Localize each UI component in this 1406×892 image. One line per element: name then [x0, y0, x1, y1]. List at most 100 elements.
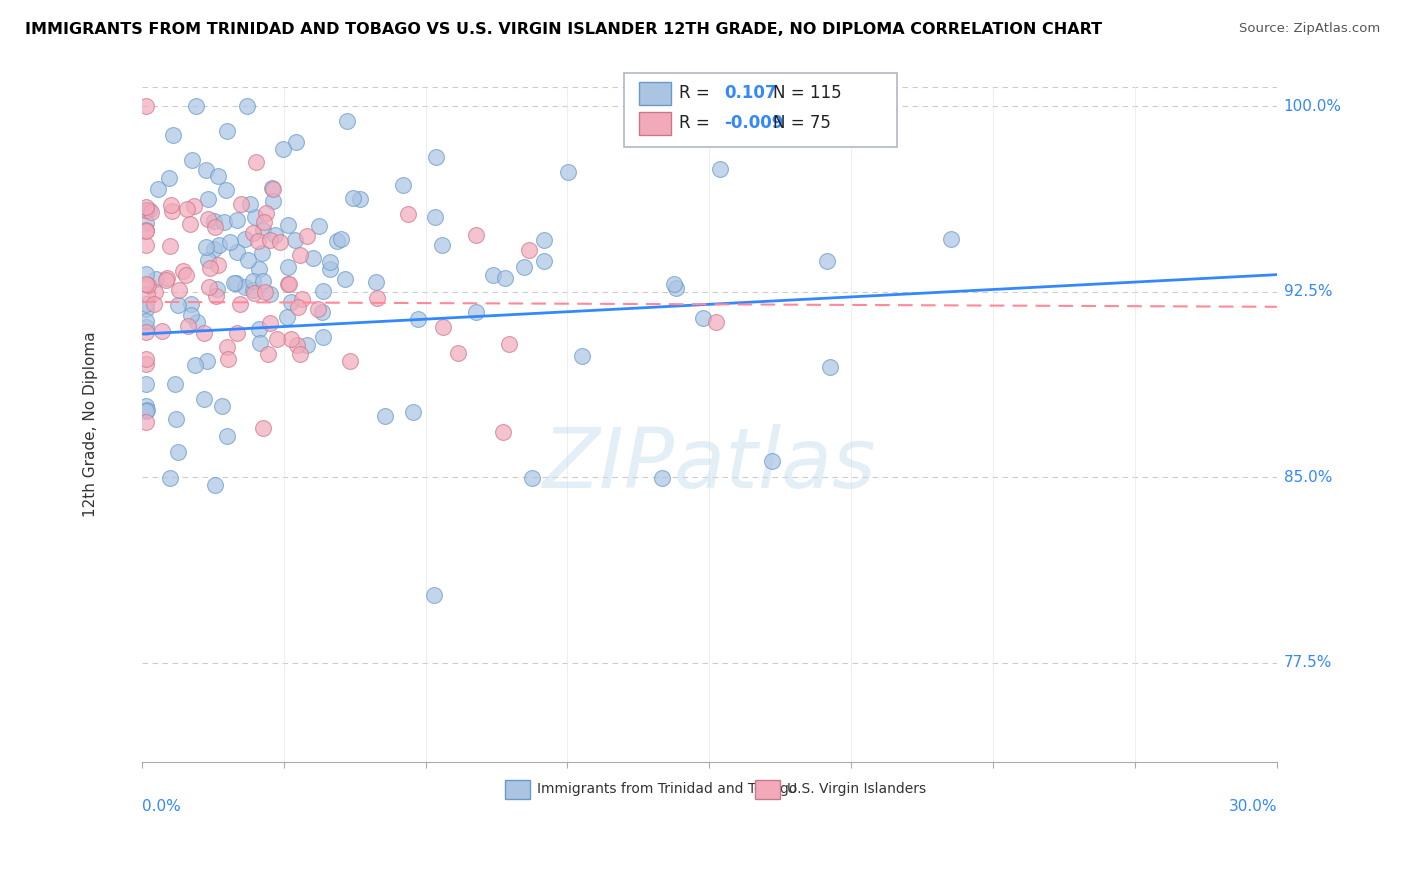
- Point: [159, 198, 181, 212]
- Point: [135, 320, 157, 334]
- Point: [197, 280, 219, 294]
- Point: [432, 320, 454, 334]
- Text: N = 115: N = 115: [773, 85, 842, 103]
- Point: [197, 252, 219, 267]
- Point: [239, 197, 262, 211]
- Point: [254, 206, 277, 220]
- Point: [252, 223, 274, 237]
- Point: [392, 178, 415, 193]
- Point: [709, 162, 731, 177]
- Point: [319, 261, 342, 276]
- Point: [155, 273, 177, 287]
- Point: [939, 232, 962, 246]
- Point: [139, 205, 162, 219]
- Point: [330, 232, 353, 246]
- Point: [269, 235, 291, 249]
- Text: IMMIGRANTS FROM TRINIDAD AND TOBAGO VS U.S. VIRGIN ISLANDER 12TH GRADE, NO DIPLO: IMMIGRANTS FROM TRINIDAD AND TOBAGO VS U…: [25, 22, 1102, 37]
- Point: [245, 210, 267, 224]
- Point: [211, 399, 233, 413]
- Point: [195, 353, 218, 368]
- Text: Source: ZipAtlas.com: Source: ZipAtlas.com: [1240, 22, 1381, 36]
- Point: [135, 297, 157, 311]
- Point: [207, 259, 229, 273]
- Point: [159, 239, 181, 253]
- Point: [142, 296, 165, 310]
- Point: [319, 255, 342, 269]
- Point: [179, 217, 201, 231]
- Point: [208, 238, 231, 252]
- Point: [138, 203, 160, 218]
- Point: [422, 589, 444, 603]
- Point: [259, 233, 281, 247]
- Point: [335, 272, 357, 286]
- Point: [277, 260, 299, 275]
- Point: [135, 223, 157, 237]
- Point: [135, 325, 157, 339]
- Point: [396, 207, 419, 221]
- Point: [165, 377, 187, 392]
- Point: [277, 218, 299, 232]
- Point: [249, 335, 271, 350]
- Point: [195, 240, 218, 254]
- Point: [247, 234, 270, 248]
- Point: [215, 429, 238, 443]
- Point: [364, 276, 387, 290]
- Point: [135, 223, 157, 237]
- Point: [277, 277, 299, 291]
- Point: [243, 285, 266, 300]
- Text: 100.0%: 100.0%: [1284, 99, 1341, 114]
- Point: [247, 322, 270, 336]
- FancyBboxPatch shape: [505, 780, 530, 799]
- Point: [242, 274, 264, 288]
- Point: [135, 200, 157, 214]
- Point: [135, 202, 157, 217]
- Point: [180, 296, 202, 310]
- Point: [252, 246, 274, 260]
- Point: [312, 330, 335, 344]
- Point: [284, 135, 307, 149]
- FancyBboxPatch shape: [638, 112, 671, 135]
- Point: [148, 182, 170, 196]
- Point: [135, 377, 157, 392]
- Text: 92.5%: 92.5%: [1284, 285, 1333, 300]
- Point: [180, 308, 202, 322]
- Point: [159, 171, 181, 186]
- Point: [202, 242, 225, 256]
- Point: [135, 267, 157, 281]
- Point: [135, 357, 157, 371]
- Point: [492, 425, 515, 439]
- Text: -0.009: -0.009: [724, 114, 783, 132]
- Point: [135, 402, 157, 417]
- Point: [262, 182, 284, 196]
- Point: [186, 315, 208, 329]
- Point: [311, 304, 333, 318]
- Point: [325, 235, 347, 249]
- Point: [236, 253, 259, 268]
- Point: [136, 287, 159, 301]
- Point: [465, 305, 488, 319]
- Point: [233, 280, 256, 294]
- Point: [366, 291, 388, 305]
- Point: [651, 471, 673, 485]
- Point: [374, 409, 396, 423]
- Point: [136, 278, 159, 293]
- Text: ZIPatlas: ZIPatlas: [543, 425, 876, 505]
- Point: [263, 228, 285, 243]
- Point: [312, 284, 335, 298]
- Point: [135, 404, 157, 418]
- Point: [204, 478, 226, 492]
- Point: [202, 213, 225, 227]
- Text: R =: R =: [679, 114, 710, 132]
- Point: [174, 268, 197, 282]
- Text: 12th Grade, No Diploma: 12th Grade, No Diploma: [83, 332, 98, 517]
- Point: [571, 350, 593, 364]
- Point: [285, 338, 308, 352]
- Point: [135, 237, 157, 252]
- Point: [339, 354, 361, 368]
- Point: [423, 211, 446, 225]
- Point: [225, 276, 247, 290]
- Point: [273, 142, 295, 156]
- Point: [143, 285, 166, 299]
- Point: [533, 254, 555, 268]
- Point: [135, 202, 157, 217]
